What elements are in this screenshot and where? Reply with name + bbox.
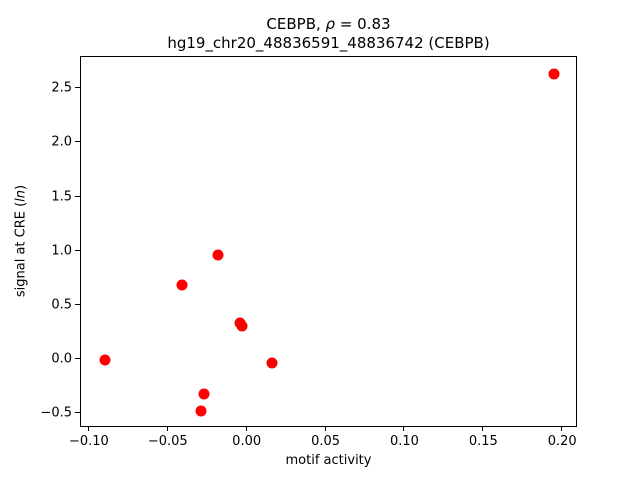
y-axis-tick-label: 1.0 (51, 243, 72, 259)
y-axis-label-text: signal at CRE ( (13, 201, 29, 298)
x-axis-tick-label: 0.05 (311, 434, 341, 449)
y-axis-tick (75, 195, 80, 197)
scatter-point (212, 249, 224, 261)
scatter-point (195, 405, 207, 417)
scatter-point (99, 354, 111, 366)
chart-title-block: CEBPB, ρ = 0.83 hg19_chr20_48836591_4883… (80, 15, 577, 53)
y-axis-tick-label: 0.0 (51, 351, 72, 367)
x-axis-tick-label: 0.15 (468, 434, 498, 449)
chart-title-line: CEBPB, ρ = 0.83 (80, 15, 577, 34)
y-axis-label-ln: ln (13, 189, 29, 202)
x-axis-tick-label: 0.10 (389, 434, 419, 449)
x-axis-tick (403, 426, 405, 431)
x-axis-tick (87, 426, 89, 431)
x-axis-tick-label: −0.10 (68, 434, 109, 449)
x-axis-label: motif activity (285, 453, 372, 468)
scatter-point (198, 388, 210, 400)
title-gene-text: CEBPB, (266, 15, 326, 33)
y-axis-tick-label: −0.5 (40, 405, 72, 421)
x-axis-tick (245, 426, 247, 431)
plot-area: −0.10 −0.05 0.00 0.05 0.10 0.15 0.20 −0.5 0.0 0.5… (40, 56, 577, 449)
y-axis-label: signal at CRE (ln) (14, 185, 29, 297)
y-axis-tick (75, 141, 80, 143)
x-axis-tick (561, 426, 563, 431)
x-axis-tick-label: 0.00 (232, 434, 262, 449)
x-axis-tick-label: 0.20 (547, 434, 577, 449)
y-axis-tick-label: 1.5 (51, 189, 72, 205)
y-axis-tick-label: 0.5 (51, 297, 72, 313)
y-axis-tick (75, 87, 80, 89)
y-axis-tick (75, 303, 80, 305)
y-axis-tick (75, 357, 80, 359)
x-axis-tick (166, 426, 168, 431)
x-axis-tick (324, 426, 326, 431)
y-axis-label-close: ) (13, 184, 29, 190)
x-axis-tick (482, 426, 484, 431)
y-axis-tick-label: 2.0 (51, 134, 72, 150)
x-axis-tick-label: −0.05 (147, 434, 188, 449)
scatter-point (266, 357, 278, 369)
scatter-point (548, 68, 560, 80)
scatter-point (176, 279, 188, 291)
y-axis-tick (75, 411, 80, 413)
scatter-point (236, 320, 248, 332)
title-rho-symbol: ρ (325, 15, 336, 33)
y-axis-tick-label: 2.5 (51, 80, 72, 96)
y-axis-tick (75, 249, 80, 251)
chart-subtitle: hg19_chr20_48836591_48836742 (CEBPB) (167, 34, 490, 52)
title-corr-value: = 0.83 (335, 15, 391, 33)
